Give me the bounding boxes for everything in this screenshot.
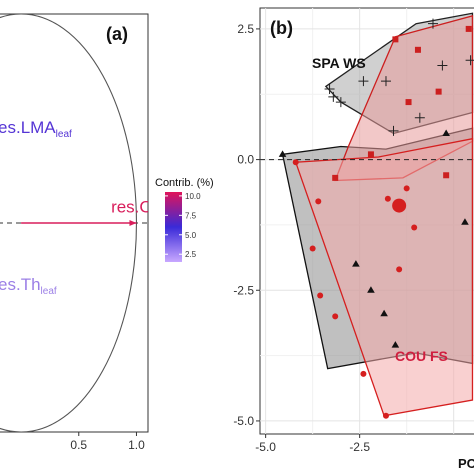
point-circle	[411, 224, 418, 231]
point-triangle	[352, 260, 360, 267]
point-square	[367, 151, 374, 158]
panel-b-y-ticks: 2.5 0.0 -2.5 -5.0	[233, 22, 260, 428]
panel-a-x-ticks: 0.5 1.0	[70, 432, 145, 452]
panel-b-y-tick-label: 2.5	[237, 22, 254, 36]
variable-label-subscript: leaf	[41, 286, 57, 297]
point-triangle	[461, 218, 469, 225]
panel-b-x-tick-label: -2.5	[349, 440, 370, 454]
panel-b-label: (b)	[270, 18, 293, 38]
point-square	[392, 36, 399, 43]
point-cross	[388, 125, 399, 136]
panel-b-x-ticks: -5.0 -2.5	[255, 434, 370, 454]
point-square	[405, 99, 412, 106]
colorbar-tick-label: 2.5	[185, 250, 197, 259]
point-circle	[396, 266, 403, 273]
variable-label: es.Thleaf	[0, 275, 57, 297]
panel-b-y-tick-label: -5.0	[233, 414, 254, 428]
point-cross	[328, 91, 339, 102]
point-circle	[360, 370, 367, 377]
point-square	[435, 88, 442, 95]
point-circle	[403, 185, 410, 192]
point-cross	[335, 97, 346, 108]
point-square	[465, 25, 472, 32]
variable-label-prefix: e	[0, 118, 7, 137]
panel-b: (b) 2.5 0.0 -2.5 -5.0 -5.0 -2.5 PC SPA WS COU…	[233, 7, 474, 471]
point-circle	[332, 313, 339, 320]
variable-arrow-head	[129, 220, 137, 226]
group-label: SPA WS	[312, 55, 366, 71]
point-square	[414, 46, 421, 53]
variable-label-prefix: e	[0, 275, 7, 294]
point-square	[332, 174, 339, 181]
variable-label-subscript: leaf	[56, 129, 72, 140]
point-circle	[382, 412, 389, 419]
point-cross	[358, 76, 369, 87]
point-cross	[414, 112, 425, 123]
panel-b-y-tick-label: 0.0	[237, 153, 254, 167]
panel-a-label: (a)	[106, 24, 128, 44]
point-triangle	[380, 309, 388, 317]
point-circle	[384, 195, 391, 202]
panel-b-x-axis-label: PC	[458, 456, 474, 471]
point-cross	[437, 60, 448, 71]
point-square	[443, 172, 450, 179]
point-circle	[292, 159, 299, 166]
panel-a-x-tick-label: 1.0	[128, 438, 145, 452]
point-cross	[324, 84, 335, 95]
colorbar-bar	[165, 192, 182, 262]
variable-label-main: s.LMA	[7, 118, 56, 137]
point-cross	[380, 76, 391, 87]
point-cross	[427, 18, 438, 29]
panel-b-data	[260, 12, 474, 419]
variable-label-main: s.Th	[7, 275, 40, 294]
point-triangle	[278, 150, 287, 157]
variable-label: es.LMAleaf	[0, 118, 72, 140]
colorbar: Contrib. (%) 10.0 7.5 5.0 2.5	[155, 177, 214, 262]
point-triangle	[391, 341, 400, 348]
panel-b-x-tick-label: -5.0	[255, 440, 276, 454]
point-circle	[317, 292, 324, 299]
point-triangle	[442, 129, 450, 136]
colorbar-tick-label: 7.5	[185, 211, 197, 220]
variable-label-main: res.C:N	[111, 198, 169, 217]
panel-a-x-tick-label: 0.5	[70, 438, 87, 452]
point-triangle	[367, 286, 375, 293]
group-centroid	[392, 198, 407, 213]
group-hull	[294, 137, 474, 417]
variable-label: res.C:Nleaf	[111, 198, 185, 220]
colorbar-tick-label: 5.0	[185, 231, 197, 240]
point-circle	[309, 245, 316, 252]
colorbar-tick-label: 10.0	[185, 192, 201, 201]
group-label: COU FS	[395, 348, 448, 364]
colorbar-title: Contrib. (%)	[155, 177, 214, 189]
point-circle	[315, 198, 322, 205]
panel-b-y-tick-label: -2.5	[233, 283, 254, 297]
